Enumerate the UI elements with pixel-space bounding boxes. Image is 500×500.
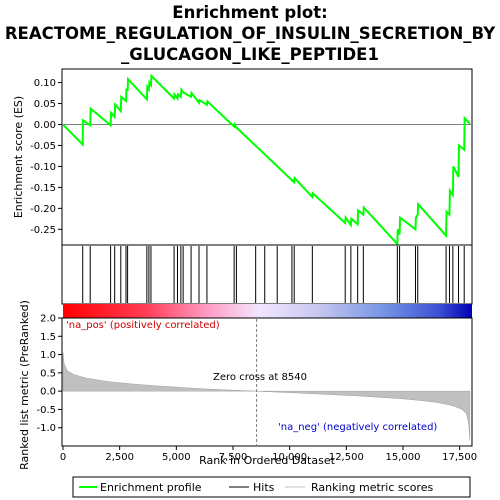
legend-box <box>72 476 471 498</box>
hits-plot-frame <box>61 244 473 305</box>
legend-label-hits: Hits <box>253 481 275 494</box>
colorbar-gradient <box>63 304 472 318</box>
rank-y-tick-label: -0.5 <box>36 405 56 416</box>
rank-x-tick-label: 0 <box>60 452 66 463</box>
es-y-tick-label: -0.15 <box>30 183 56 194</box>
rank-x-tick-label: 15,000 <box>386 452 421 463</box>
rank-y-tick-label: 1.0 <box>40 350 56 361</box>
enrichment-profile-line <box>62 73 471 247</box>
rank-x-axis-label: Rank in Ordered Dataset <box>199 454 336 467</box>
rank-y-tick-label: -1.0 <box>36 423 56 434</box>
legend-label-enrichment: Enrichment profile <box>100 481 202 494</box>
rank-y-tick-label: 0.5 <box>40 368 56 379</box>
es-y-axis-label: Enrichment score (ES) <box>12 96 25 218</box>
legend-label-ranking: Ranking metric scores <box>311 481 433 494</box>
rank-y-axis: 2.0 1.5 1.0 0.5 0.0 -0.5 -1.0 <box>36 314 62 434</box>
rank-plot-frame <box>61 317 473 447</box>
enrichment-score-panel: 0.10 0.05 0.00 -0.05 -0.10 -0.15 -0.20 -0.25 En… <box>12 68 473 247</box>
es-y-tick-label: 0.10 <box>34 78 56 89</box>
na-neg-annotation: 'na_neg' (negatively correlated) <box>278 422 437 433</box>
chart-title-line3: _GLUCAGON_LIKE_PEPTIDE1 <box>121 45 379 64</box>
es-y-tick-label: -0.10 <box>30 162 56 173</box>
es-y-tick-label: 0.00 <box>34 120 56 131</box>
rank-x-tick-label: 7,500 <box>219 452 248 463</box>
chart-title-line1: Enrichment plot: <box>172 3 327 22</box>
rank-y-tick-label: 2.0 <box>40 314 56 325</box>
rank-colorbar <box>63 304 472 318</box>
ranked-list-panel: 2.0 1.5 1.0 0.5 0.0 -0.5 -1.0 0 2,500 5,000 7,500… <box>18 300 477 470</box>
rank-x-axis: 0 2,500 5,000 7,500 10,000 12,500 15,000 17,500 <box>60 446 477 463</box>
rank-x-tick-label: 10,000 <box>272 452 307 463</box>
rank-y-axis-label: Ranked list metric (PreRanked) <box>18 300 31 470</box>
es-y-axis: 0.10 0.05 0.00 -0.05 -0.10 -0.15 -0.20 -0.25 <box>30 78 62 236</box>
zero-cross-annotation: Zero cross at 8540 <box>213 372 307 383</box>
rank-x-tick-label: 17,500 <box>442 452 477 463</box>
rank-y-tick-label: 0.0 <box>40 387 56 398</box>
rank-y-tick-label: 1.5 <box>40 332 56 343</box>
es-y-tick-label: -0.05 <box>30 141 56 152</box>
es-y-tick-label: 0.05 <box>34 99 56 110</box>
hits-panel <box>61 244 473 305</box>
legend: Enrichment profile Hits Ranking metric s… <box>72 476 471 498</box>
rank-x-tick-label: 5,000 <box>162 452 191 463</box>
chart-title-line2: REACTOME_REGULATION_OF_INSULIN_SECRETION… <box>5 24 496 43</box>
hit-markers <box>82 246 465 303</box>
es-y-tick-label: -0.20 <box>30 204 56 215</box>
rank-x-tick-label: 2,500 <box>105 452 134 463</box>
na-pos-annotation: 'na_pos' (positively correlated) <box>66 320 220 331</box>
rank-x-tick-label: 12,500 <box>329 452 364 463</box>
es-y-tick-label: -0.25 <box>30 225 56 236</box>
ranking-metric-area <box>62 352 471 441</box>
